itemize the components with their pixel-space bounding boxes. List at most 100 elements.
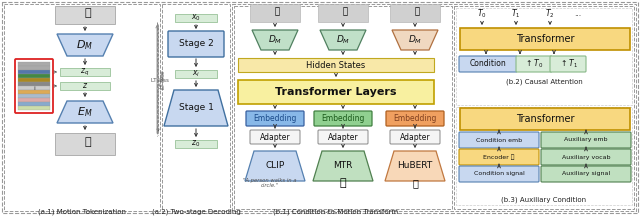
Bar <box>460 108 630 130</box>
Bar <box>18 98 50 102</box>
Text: Transformer: Transformer <box>516 34 574 44</box>
Text: Embedding: Embedding <box>253 114 297 123</box>
Text: Condition signal: Condition signal <box>474 171 524 176</box>
Text: (a.1) Motion Tokenization: (a.1) Motion Tokenization <box>38 209 126 215</box>
Bar <box>55 133 115 155</box>
FancyBboxPatch shape <box>541 149 631 165</box>
Bar <box>456 8 632 105</box>
FancyBboxPatch shape <box>246 111 304 126</box>
FancyBboxPatch shape <box>318 130 368 144</box>
FancyBboxPatch shape <box>541 166 631 182</box>
Polygon shape <box>252 30 298 50</box>
Text: Embedding: Embedding <box>321 114 365 123</box>
FancyBboxPatch shape <box>386 111 444 126</box>
Polygon shape <box>57 101 113 123</box>
Bar <box>18 82 50 86</box>
Text: Condition: Condition <box>470 59 506 69</box>
Bar <box>18 78 50 82</box>
Bar <box>318 4 368 22</box>
FancyBboxPatch shape <box>168 31 224 57</box>
Text: Transformer Layers: Transformer Layers <box>275 87 397 97</box>
FancyBboxPatch shape <box>459 166 539 182</box>
Bar <box>234 6 452 209</box>
Bar <box>238 58 434 72</box>
Polygon shape <box>57 34 113 56</box>
Text: $D_M$: $D_M$ <box>268 34 282 46</box>
FancyBboxPatch shape <box>250 130 300 144</box>
Text: MTR: MTR <box>333 161 353 171</box>
Text: $z_0$: $z_0$ <box>191 139 200 149</box>
Bar <box>18 94 50 98</box>
Text: Hidden States: Hidden States <box>307 61 365 69</box>
Text: $E_M$: $E_M$ <box>77 105 93 119</box>
Bar <box>18 90 50 94</box>
Text: "A person walks in a
circle.": "A person walks in a circle." <box>243 178 297 188</box>
Text: (b.3) Auxiliary Condition: (b.3) Auxiliary Condition <box>501 197 587 203</box>
FancyBboxPatch shape <box>459 56 517 72</box>
Text: Auxiliary vocab: Auxiliary vocab <box>562 155 611 159</box>
FancyBboxPatch shape <box>390 130 440 144</box>
Bar <box>238 80 434 104</box>
Text: LT loss: LT loss <box>160 70 165 88</box>
Text: Condition emb: Condition emb <box>476 138 522 143</box>
Text: Auxiliary signal: Auxiliary signal <box>562 171 610 176</box>
Text: 👥: 👥 <box>78 137 92 147</box>
Text: Encoder 🔒: Encoder 🔒 <box>483 154 515 160</box>
Text: Adapter: Adapter <box>400 133 430 141</box>
Bar <box>390 4 440 22</box>
Text: $z$: $z$ <box>82 82 88 90</box>
Text: Stage 2: Stage 2 <box>179 39 213 49</box>
Text: i: i <box>33 85 35 90</box>
Text: Adapter: Adapter <box>328 133 358 141</box>
Bar <box>18 62 50 66</box>
Polygon shape <box>245 151 305 181</box>
Text: 👥: 👥 <box>269 8 280 16</box>
Bar <box>175 70 217 78</box>
Bar <box>18 86 50 90</box>
Text: Stage 1: Stage 1 <box>179 104 213 112</box>
Bar <box>18 66 50 70</box>
Bar <box>460 28 630 50</box>
Polygon shape <box>164 90 228 126</box>
Polygon shape <box>320 30 366 50</box>
Bar <box>60 68 110 76</box>
Bar <box>454 6 634 209</box>
Text: $x_i$: $x_i$ <box>192 69 200 79</box>
Polygon shape <box>313 151 373 181</box>
Bar <box>162 4 230 211</box>
Text: 👥: 👥 <box>337 8 349 16</box>
Text: LT loss: LT loss <box>151 77 169 82</box>
Bar <box>4 4 160 211</box>
Text: $T_0$: $T_0$ <box>477 8 487 20</box>
Bar <box>55 6 115 24</box>
Text: 👥: 👥 <box>410 8 420 16</box>
FancyBboxPatch shape <box>459 149 539 165</box>
FancyBboxPatch shape <box>459 132 539 148</box>
Text: HuBERT: HuBERT <box>397 161 433 171</box>
Text: Auxiliary emb: Auxiliary emb <box>564 138 608 143</box>
FancyBboxPatch shape <box>516 56 552 72</box>
Text: (b.2) Causal Attention: (b.2) Causal Attention <box>506 79 582 85</box>
Text: (b.1) Condition-to-Motion Transform: (b.1) Condition-to-Motion Transform <box>273 209 399 215</box>
Bar <box>60 82 110 90</box>
Bar <box>18 74 50 78</box>
Text: $T_1$: $T_1$ <box>511 8 521 20</box>
Text: $x_0$: $x_0$ <box>191 13 201 23</box>
Text: LT loss: LT loss <box>161 71 166 89</box>
Bar <box>18 70 50 74</box>
Bar <box>250 4 300 22</box>
Bar <box>232 4 636 211</box>
Text: (a.2) Two-stage Decoding: (a.2) Two-stage Decoding <box>152 209 241 215</box>
Polygon shape <box>385 151 445 181</box>
Text: $D_M$: $D_M$ <box>408 34 422 46</box>
FancyBboxPatch shape <box>314 111 372 126</box>
Text: Adapter: Adapter <box>260 133 291 141</box>
Text: Transformer: Transformer <box>516 114 574 124</box>
Polygon shape <box>392 30 438 50</box>
Text: 🎵: 🎵 <box>340 178 346 188</box>
Bar <box>456 107 632 205</box>
Text: CLIP: CLIP <box>266 161 285 171</box>
Text: $D_M$: $D_M$ <box>336 34 350 46</box>
Text: ...: ... <box>575 10 582 18</box>
Text: 👥: 👥 <box>78 8 92 18</box>
